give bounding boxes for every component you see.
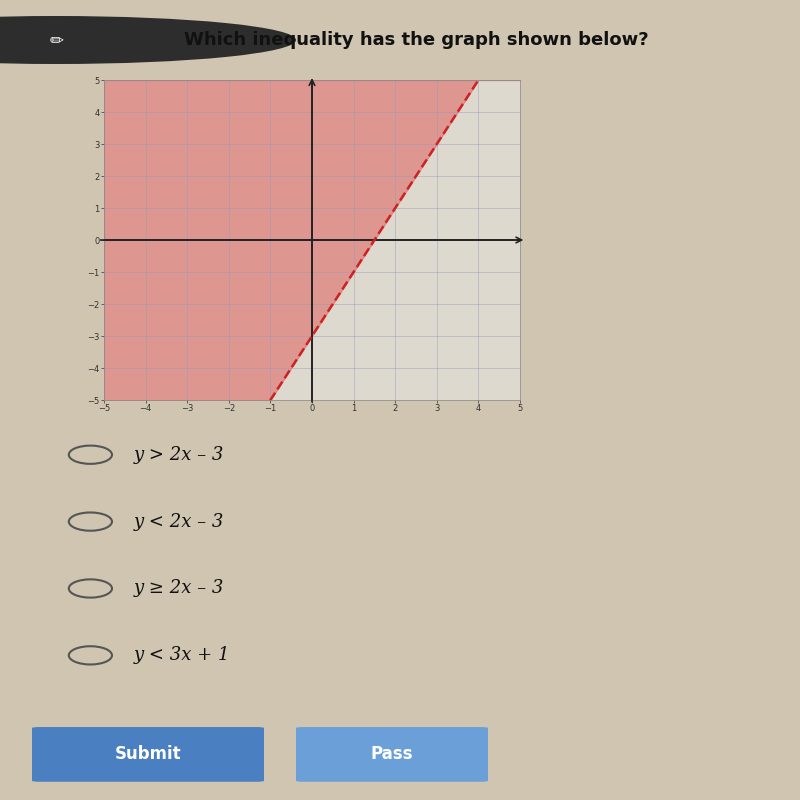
Text: y > 2x – 3: y > 2x – 3 — [134, 446, 224, 464]
Text: Which inequality has the graph shown below?: Which inequality has the graph shown bel… — [184, 31, 648, 49]
FancyBboxPatch shape — [32, 727, 264, 782]
Circle shape — [0, 16, 296, 64]
Text: y < 2x – 3: y < 2x – 3 — [134, 513, 224, 530]
Text: y ≥ 2x – 3: y ≥ 2x – 3 — [134, 579, 224, 598]
FancyBboxPatch shape — [296, 727, 488, 782]
Text: y < 3x + 1: y < 3x + 1 — [134, 646, 230, 664]
Text: Submit: Submit — [114, 746, 182, 763]
Text: ✏: ✏ — [49, 31, 63, 49]
Text: Pass: Pass — [370, 746, 414, 763]
